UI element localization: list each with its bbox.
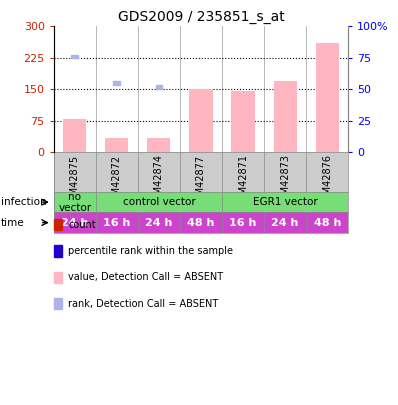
Bar bbox=[147, 138, 170, 152]
Text: 24 h: 24 h bbox=[271, 217, 299, 228]
Text: infection: infection bbox=[1, 197, 47, 207]
Bar bbox=[240, 12, 246, 16]
Text: 24 h: 24 h bbox=[61, 217, 88, 228]
Text: control vector: control vector bbox=[123, 197, 195, 207]
Text: 16 h: 16 h bbox=[229, 217, 257, 228]
Text: EGR1 vector: EGR1 vector bbox=[253, 197, 318, 207]
Text: 16 h: 16 h bbox=[103, 217, 131, 228]
Text: 48 h: 48 h bbox=[314, 217, 341, 228]
Text: GSM42872: GSM42872 bbox=[112, 154, 122, 207]
Text: rank, Detection Call = ABSENT: rank, Detection Call = ABSENT bbox=[68, 298, 219, 309]
Text: GSM42875: GSM42875 bbox=[70, 154, 80, 207]
Bar bbox=[105, 138, 129, 152]
Bar bbox=[198, 12, 204, 16]
Bar bbox=[189, 90, 213, 152]
Bar bbox=[232, 91, 255, 152]
Text: GSM42877: GSM42877 bbox=[196, 154, 206, 207]
Bar bbox=[63, 119, 86, 152]
Bar bbox=[273, 81, 297, 152]
Bar bbox=[71, 55, 78, 58]
Text: count: count bbox=[68, 220, 96, 230]
Text: 48 h: 48 h bbox=[187, 217, 215, 228]
Text: 24 h: 24 h bbox=[145, 217, 173, 228]
Bar bbox=[113, 81, 120, 85]
Bar bbox=[316, 43, 339, 152]
Text: percentile rank within the sample: percentile rank within the sample bbox=[68, 246, 234, 256]
Bar bbox=[156, 85, 162, 89]
Text: GSM42873: GSM42873 bbox=[280, 154, 290, 207]
Title: GDS2009 / 235851_s_at: GDS2009 / 235851_s_at bbox=[118, 10, 284, 24]
Text: GSM42876: GSM42876 bbox=[322, 154, 332, 207]
Text: GSM42871: GSM42871 bbox=[238, 154, 248, 207]
Text: time: time bbox=[1, 217, 24, 228]
Text: value, Detection Call = ABSENT: value, Detection Call = ABSENT bbox=[68, 272, 224, 282]
Text: GSM42874: GSM42874 bbox=[154, 154, 164, 207]
Text: no
vector: no vector bbox=[58, 192, 91, 213]
